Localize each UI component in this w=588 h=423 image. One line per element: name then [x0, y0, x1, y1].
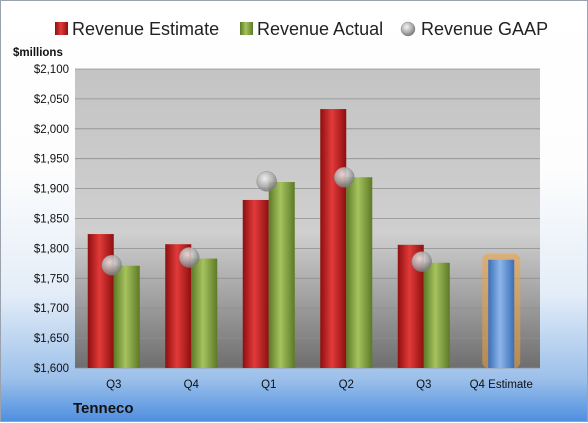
bar-revenue-actual: [191, 258, 218, 368]
gaap-marker: [256, 171, 277, 192]
x-category-label: Q2: [339, 379, 354, 391]
gridlines: [75, 68, 540, 369]
y-tick-label: $1,750: [34, 273, 69, 285]
legend-swatch-revenue-actual: [240, 22, 253, 35]
gaap-marker: [334, 166, 355, 188]
y-tick-label: $1,950: [34, 154, 69, 166]
gaap-marker: [179, 247, 200, 268]
bar-revenue-estimate: [87, 234, 114, 368]
y-tick-label: $1,800: [34, 243, 69, 255]
bar-q4-estimate: [488, 259, 515, 368]
gaap-marker: [411, 251, 432, 272]
legend-label-revenue-actual: Revenue Actual: [257, 19, 383, 39]
company-name: Tenneco: [73, 400, 134, 417]
x-category-label: Q3: [106, 379, 121, 391]
y-tick-label: $1,900: [34, 184, 69, 196]
x-category-label: Q4: [184, 379, 200, 391]
bar-revenue-estimate: [320, 109, 347, 368]
legend-swatch-revenue-gaap: [400, 21, 416, 37]
legend-swatch-revenue-estimate: [55, 22, 68, 35]
x-category-label: Q1: [261, 379, 276, 391]
legend: Revenue Estimate Revenue Actual Revenue …: [55, 19, 548, 39]
legend-label-revenue-gaap: Revenue GAAP: [421, 19, 548, 39]
bar-revenue-actual: [113, 265, 140, 368]
y-tick-label: $1,850: [34, 214, 69, 226]
bar-revenue-actual: [268, 182, 295, 368]
gaap-marker: [101, 254, 122, 276]
y-tick-label: $1,650: [34, 333, 69, 345]
bars: [87, 109, 521, 368]
gaap-markers: [101, 166, 432, 276]
x-category-label: Q4 Estimate: [470, 379, 533, 391]
bar-revenue-actual: [346, 177, 373, 368]
bar-revenue-actual: [423, 262, 450, 368]
y-tick-label: $2,000: [34, 124, 69, 136]
y-tick-label: $2,100: [34, 64, 69, 76]
legend-label-revenue-estimate: Revenue Estimate: [72, 19, 219, 39]
y-tick-label: $2,050: [34, 94, 69, 106]
y-tick-label: $1,700: [34, 303, 69, 315]
y-tick-label: $1,600: [34, 363, 69, 375]
y-axis-unit-label: $millions: [13, 47, 63, 59]
x-axis-labels: Q3 Q4 Q1 Q2 Q3 Q4 Estimate: [106, 379, 533, 391]
x-category-label: Q3: [416, 379, 431, 391]
bar-revenue-estimate: [242, 199, 269, 368]
y-axis-ticks: $1,600 $1,650 $1,700 $1,750 $1,800 $1,850 $1,9…: [34, 64, 69, 375]
